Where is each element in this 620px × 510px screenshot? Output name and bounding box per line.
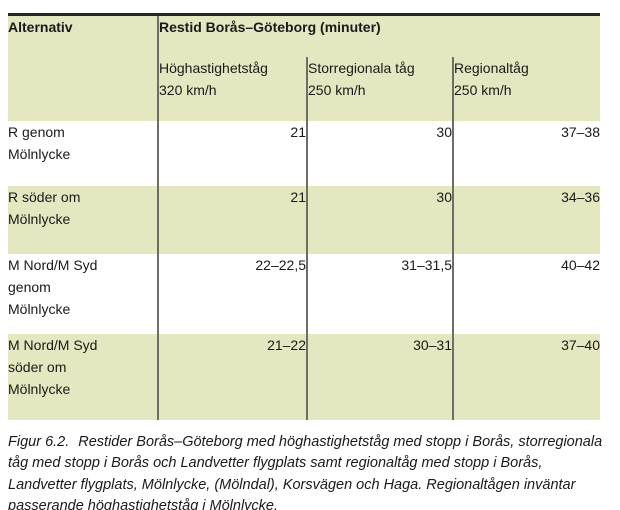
table-row: R söder om Mölnlycke 21 30 34–36 <box>8 185 600 254</box>
row-label: R genom Mölnlycke <box>8 120 158 186</box>
value-cell: 37–40 <box>452 333 600 420</box>
table-row: M Nord/M Syd söder om Mölnlycke 21–22 30… <box>8 333 600 420</box>
value-cell: 37–38 <box>452 120 600 186</box>
value-cell: 31–31,5 <box>306 253 453 334</box>
value-cell: 30–31 <box>306 333 453 420</box>
header-regionaltag: Regionaltåg 250 km/h <box>452 56 600 121</box>
header-alternativ: Alternativ <box>8 14 158 121</box>
figure-number: Figur 6.2. <box>8 433 70 450</box>
value-cell: 21 <box>157 120 307 186</box>
value-cell: 21–22 <box>157 333 307 420</box>
value-cell: 30 <box>306 185 453 254</box>
caption-line: Landvetter flygplats, Mölnlycke, (Mölnda… <box>8 476 576 493</box>
row-label: M Nord/M Syd söder om Mölnlycke <box>8 333 158 420</box>
caption-line: tåg med stopp i Borås och Landvetter fly… <box>8 455 543 471</box>
value-cell: 34–36 <box>452 185 600 254</box>
row-label: R söder om Mölnlycke <box>8 185 158 254</box>
header-hoghastighetstag: Höghastighetståg 320 km/h <box>157 56 307 121</box>
value-cell: 22–22,5 <box>157 253 307 334</box>
value-cell: 30 <box>306 120 453 186</box>
table-row: M Nord/M Syd genom Mölnlycke 22–22,5 31–… <box>8 253 600 334</box>
caption-line: Figur 6.2. Restider Borås–Göteborg med hö… <box>8 432 612 454</box>
header-row-main: Alternativ Restid Borås–Göteborg (minute… <box>8 14 600 121</box>
caption-text: Restider Borås–Göteborg med höghastighet… <box>78 433 603 450</box>
travel-time-table: Alternativ Restid Borås–Göteborg (minute… <box>8 13 600 420</box>
value-cell: 40–42 <box>452 253 600 334</box>
header-storregionala-tag: Storregionala tåg 250 km/h <box>306 56 453 121</box>
value-cell: 21 <box>157 185 307 254</box>
figure-caption: Figur 6.2. Restider Borås–Göteborg med hö… <box>8 432 612 510</box>
header-restid-group: Restid Borås–Göteborg (minuter) <box>157 14 600 57</box>
table-row: R genom Mölnlycke 21 30 37–38 <box>8 120 600 186</box>
caption-line: passerande höghastighetståg i Mölnlycke. <box>8 498 279 510</box>
header-row-sub: Höghastighetståg 320 km/h Storregionala … <box>8 56 600 121</box>
row-label: M Nord/M Syd genom Mölnlycke <box>8 253 158 334</box>
